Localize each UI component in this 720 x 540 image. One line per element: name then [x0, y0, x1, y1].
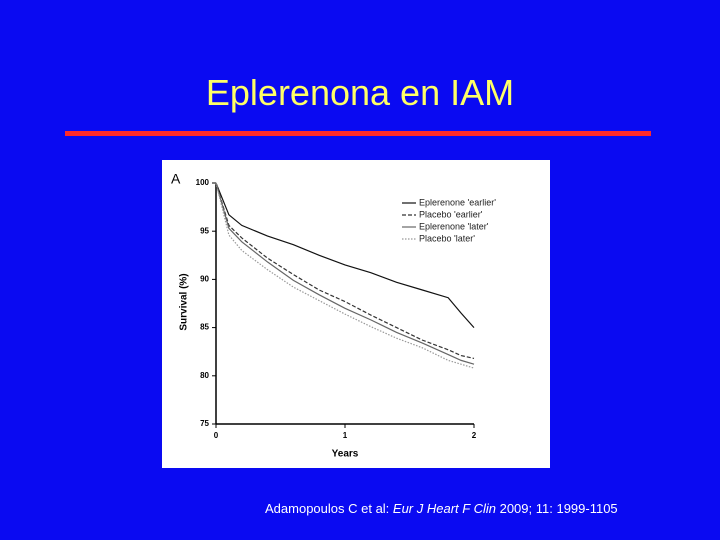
x-tick-label: 0 [214, 431, 219, 440]
legend-label: Eplerenone 'earlier' [419, 197, 496, 207]
legend-label: Placebo 'earlier' [419, 209, 483, 219]
y-tick-label: 90 [200, 275, 209, 284]
citation: Adamopoulos C et al: Eur J Heart F Clin … [265, 501, 618, 516]
survival-line [215, 182, 475, 369]
x-axis-label: Years [332, 449, 359, 460]
citation-details: 2009; 11: 1999-1105 [495, 501, 618, 516]
chart-background [162, 160, 550, 468]
survival-line [215, 182, 475, 365]
survival-line [215, 182, 475, 328]
legend-label: Placebo 'later' [419, 233, 475, 243]
y-tick-label: 95 [200, 226, 209, 235]
y-tick-label: 80 [200, 371, 209, 380]
y-axis-label: Survival (%) [179, 273, 190, 330]
title-rule [65, 131, 651, 136]
panel-label: A [171, 171, 181, 187]
legend-label: Eplerenone 'later' [419, 221, 489, 231]
x-tick-label: 2 [472, 431, 477, 440]
citation-journal: Eur J Heart F Clin [392, 501, 496, 516]
chart: A Years Survival (%) 75 80 85 90 95 100 0 1 2 Epl… [162, 160, 550, 468]
y-tick-label: 100 [196, 178, 210, 187]
survival-line [215, 182, 475, 360]
x-tick-label: 1 [343, 431, 348, 440]
slide-title: Eplerenona en IAM [205, 72, 515, 113]
y-tick-label: 85 [200, 323, 209, 332]
citation-authors: Adamopoulos C et al: [265, 501, 393, 516]
y-tick-label: 75 [200, 419, 209, 428]
